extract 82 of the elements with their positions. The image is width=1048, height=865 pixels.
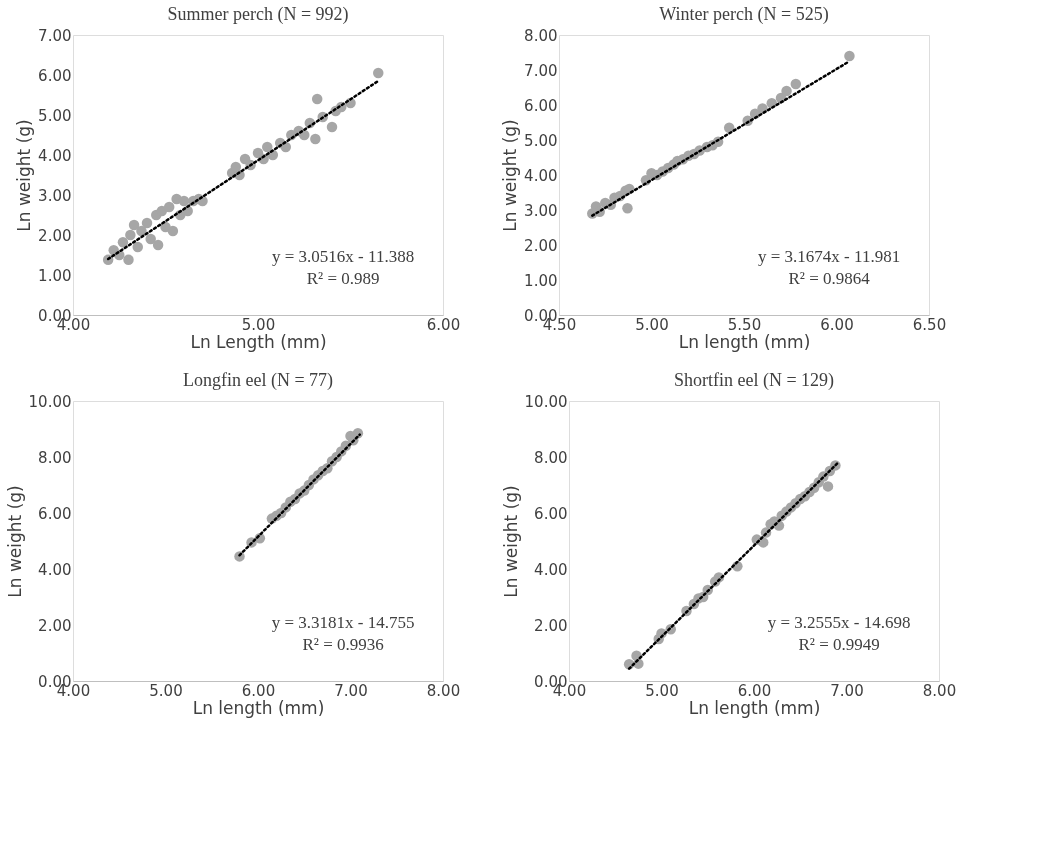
y-tick-label: 6.00 [534, 504, 568, 523]
y-tick-label: 5.00 [38, 106, 72, 125]
x-axis-title: Ln length (mm) [688, 697, 821, 718]
x-tick-label: 6.00 [426, 315, 461, 334]
y-axis-title: Ln weight (g) [4, 485, 25, 598]
point [145, 233, 156, 245]
annotation: y = 3.1674x - 11.981 [758, 247, 901, 266]
y-tick-label: 4.00 [534, 560, 568, 579]
y-tick-label: 6.00 [38, 66, 72, 85]
x-tick-label: 6.00 [737, 681, 772, 700]
point [125, 229, 136, 241]
point [141, 217, 153, 229]
point [128, 219, 140, 231]
point [252, 147, 264, 159]
point [136, 225, 147, 237]
point [117, 236, 129, 248]
annotation: R² = 0.9949 [798, 635, 880, 654]
chart-title: Longfin eel (N = 77) [182, 370, 334, 391]
x-tick-label: 5.00 [149, 681, 183, 700]
chart-title: Summer perch (N = 992) [167, 4, 349, 25]
y-tick-label: 4.00 [524, 166, 558, 185]
y-axis-title: Ln weight (g) [14, 119, 35, 232]
point [178, 195, 190, 207]
chart-title: Shortfin eel (N = 129) [673, 370, 835, 391]
point [132, 241, 143, 253]
annotation: y = 3.3181x - 14.755 [271, 613, 415, 632]
point [310, 133, 321, 145]
x-axis-title: Ln Length (mm) [190, 331, 327, 352]
x-tick-label: 7.00 [830, 681, 864, 700]
y-tick-label: 3.00 [38, 186, 72, 205]
y-axis-title: Ln weight (g) [500, 119, 521, 232]
y-tick-label: 2.00 [524, 236, 558, 255]
x-tick-label: 5.00 [241, 315, 276, 334]
y-tick-label: 1.00 [38, 266, 72, 285]
x-tick-label: 7.00 [334, 681, 368, 700]
point [311, 93, 323, 105]
y-tick-label: 7.00 [524, 61, 558, 80]
y-tick-label: 2.00 [38, 226, 72, 245]
y-tick-label: 2.00 [38, 616, 72, 635]
x-tick-label: 6.00 [820, 315, 854, 334]
x-axis-title: Ln length (mm) [192, 697, 325, 718]
point [790, 78, 802, 90]
y-tick-label: 5.00 [524, 131, 558, 150]
x-axis-title: Ln length (mm) [678, 331, 811, 352]
y-tick-label: 1.00 [524, 271, 558, 290]
annotation: R² = 0.9864 [788, 269, 871, 288]
y-tick-label: 8.00 [524, 26, 558, 45]
y-tick-label: 4.00 [38, 560, 72, 579]
y-tick-label: 3.00 [524, 201, 558, 220]
x-tick-label: 5.00 [645, 681, 679, 700]
annotation: y = 3.2555x - 14.698 [767, 613, 911, 632]
x-tick-label: 8.00 [426, 681, 461, 700]
annotation: R² = 0.989 [306, 269, 380, 288]
y-tick-label: 6.00 [524, 96, 558, 115]
point [167, 225, 179, 237]
point [123, 254, 134, 266]
point [262, 141, 273, 153]
y-tick-label: 10.00 [28, 392, 72, 411]
y-tick-label: 8.00 [38, 448, 72, 467]
x-tick-label: 6.00 [241, 681, 276, 700]
x-tick-label: 5.00 [635, 315, 669, 334]
point [152, 239, 164, 251]
x-tick-label: 5.50 [727, 315, 762, 334]
y-axis-title: Ln weight (g) [500, 485, 521, 598]
point [326, 121, 338, 133]
annotation: R² = 0.9936 [302, 635, 384, 654]
y-tick-label: 7.00 [38, 26, 72, 45]
point [622, 203, 633, 214]
point [844, 50, 855, 62]
y-tick-label: 2.00 [534, 616, 568, 635]
y-tick-label: 10.00 [524, 392, 568, 411]
point [822, 481, 834, 492]
chart-title: Winter perch (N = 525) [659, 4, 829, 25]
x-tick-label: 8.00 [922, 681, 957, 700]
annotation: y = 3.0516x - 11.388 [272, 247, 415, 266]
x-tick-label: 6.50 [912, 315, 947, 334]
point [373, 67, 384, 79]
y-tick-label: 4.00 [38, 146, 72, 165]
y-tick-label: 8.00 [534, 448, 568, 467]
point [781, 85, 792, 97]
y-tick-label: 6.00 [38, 504, 72, 523]
point [163, 201, 175, 213]
